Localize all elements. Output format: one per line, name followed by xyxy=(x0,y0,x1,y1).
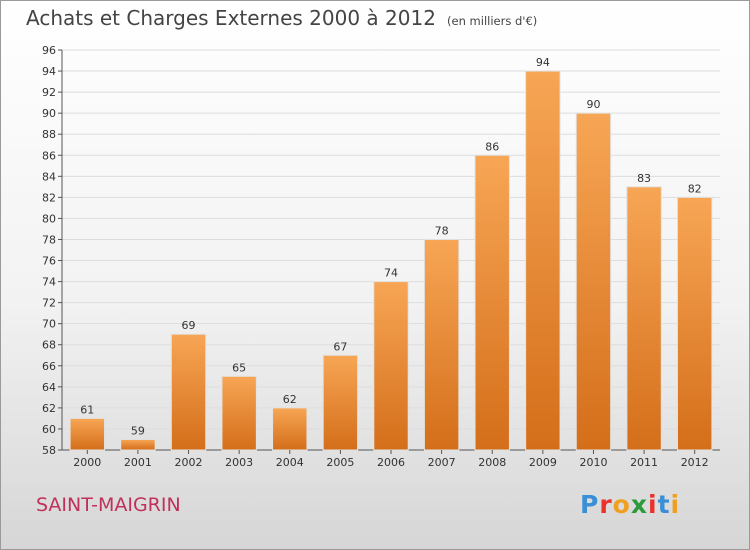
y-tick-label: 62 xyxy=(42,402,56,415)
logo-letter: x xyxy=(630,490,648,519)
x-tick-label: 2010 xyxy=(579,456,607,469)
logo-letter: t xyxy=(657,490,671,519)
y-tick-label: 92 xyxy=(42,86,56,99)
bar-value-label: 83 xyxy=(637,172,651,185)
y-tick-label: 78 xyxy=(42,233,56,246)
bar xyxy=(575,112,612,451)
x-tick-label: 2002 xyxy=(175,456,203,469)
bar xyxy=(322,354,359,451)
y-tick-label: 66 xyxy=(42,360,56,373)
x-tick-label: 2004 xyxy=(276,456,304,469)
bar-value-label: 74 xyxy=(384,267,398,280)
y-tick-label: 76 xyxy=(42,255,56,268)
y-tick-label: 90 xyxy=(42,107,56,120)
bar xyxy=(525,70,561,451)
y-tick-label: 96 xyxy=(42,44,56,57)
x-tick-label: 2005 xyxy=(326,456,354,469)
chart-subtitle: (en milliers d'€) xyxy=(447,14,538,28)
x-tick-label: 2008 xyxy=(478,456,506,469)
bar-value-label: 67 xyxy=(333,340,347,353)
commune-name: SAINT-MAIGRIN xyxy=(36,494,181,516)
bar xyxy=(69,417,106,451)
bar xyxy=(170,333,207,451)
y-tick-label: 86 xyxy=(42,149,56,162)
y-tick-label: 64 xyxy=(42,381,56,394)
bar-value-label: 62 xyxy=(283,393,297,406)
bar xyxy=(474,154,510,451)
bar xyxy=(221,375,257,451)
y-tick-label: 94 xyxy=(42,65,56,78)
bar xyxy=(120,438,156,451)
bar xyxy=(676,196,713,451)
y-tick-label: 82 xyxy=(42,191,56,204)
x-tick-label: 2003 xyxy=(225,456,253,469)
logo-letter: r xyxy=(599,490,613,519)
x-tick-label: 2009 xyxy=(529,456,557,469)
chart-header: Achats et Charges Externes 2000 à 2012 (… xyxy=(26,6,537,30)
bar-value-label: 65 xyxy=(232,361,246,374)
y-tick-label: 68 xyxy=(42,339,56,352)
bar-value-label: 78 xyxy=(435,224,449,237)
bar xyxy=(626,186,662,451)
y-tick-label: 70 xyxy=(42,318,56,331)
x-tick-label: 2000 xyxy=(73,456,101,469)
logo-letter: P xyxy=(580,490,600,519)
bar-value-label: 69 xyxy=(182,319,196,332)
bar-value-label: 90 xyxy=(586,98,600,111)
y-tick-label: 74 xyxy=(42,276,56,289)
bar-value-label: 86 xyxy=(485,140,499,153)
x-tick-label: 2001 xyxy=(124,456,152,469)
y-tick-label: 84 xyxy=(42,170,56,183)
y-tick-label: 72 xyxy=(42,297,56,310)
bar xyxy=(272,407,308,451)
proxiti-logo: Proxiti xyxy=(580,490,680,519)
bar-value-label: 59 xyxy=(131,424,145,437)
bar-value-label: 61 xyxy=(80,403,94,416)
logo-letter: i xyxy=(648,490,658,519)
chart-title: Achats et Charges Externes 2000 à 2012 xyxy=(26,6,436,30)
logo-letter: i xyxy=(670,490,681,519)
bar xyxy=(373,281,409,451)
y-tick-label: 60 xyxy=(42,423,56,436)
bar xyxy=(423,238,460,451)
logo-letter: o xyxy=(612,490,631,519)
y-tick-label: 80 xyxy=(42,212,56,225)
bar-value-label: 82 xyxy=(688,182,702,195)
bar-value-label: 94 xyxy=(536,56,550,69)
y-tick-label: 88 xyxy=(42,128,56,141)
x-tick-label: 2006 xyxy=(377,456,405,469)
x-tick-label: 2012 xyxy=(681,456,709,469)
y-tick-label: 58 xyxy=(42,444,56,457)
x-tick-label: 2007 xyxy=(428,456,456,469)
x-tick-label: 2011 xyxy=(630,456,658,469)
